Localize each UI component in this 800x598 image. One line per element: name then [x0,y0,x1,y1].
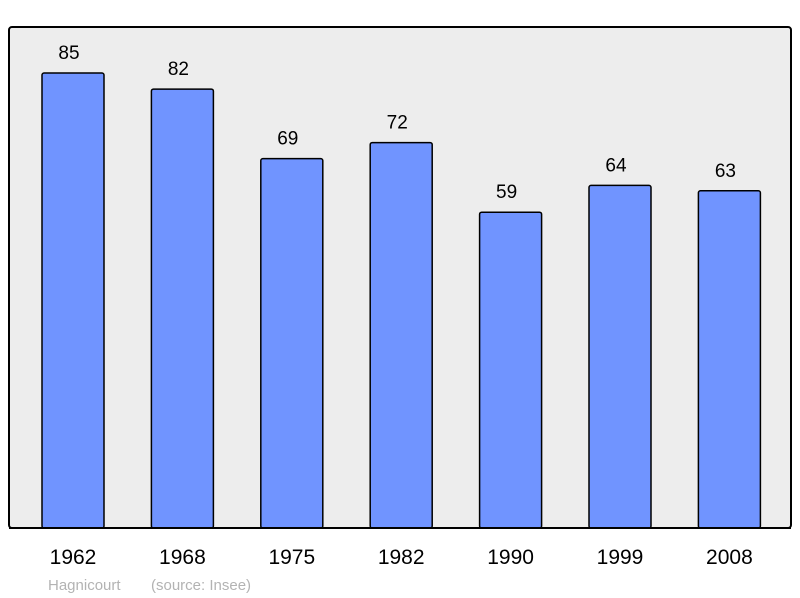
data-label-1999: 64 [605,155,627,176]
bar-1975 [260,157,324,529]
bar-2008 [697,190,762,529]
bar-1962 [41,72,105,529]
data-label-1990: 59 [496,182,517,203]
bar-1982 [369,141,433,529]
x-tick-1975: 1975 [268,546,315,569]
x-tick-2008: 2008 [706,546,753,569]
data-label-1982: 72 [387,113,408,134]
footer-source: (source: Insee) [151,577,251,594]
bar-1990 [478,211,543,529]
data-label-1962: 85 [58,43,79,64]
data-label-2008: 63 [715,161,736,182]
x-tick-1962: 1962 [50,546,97,569]
x-tick-1982: 1982 [378,546,425,569]
data-label-1975: 69 [277,129,298,150]
x-tick-1990: 1990 [487,546,534,569]
bar-1999 [588,184,652,529]
x-tick-1999: 1999 [597,546,644,569]
x-tick-1968: 1968 [159,546,206,569]
data-label-1968: 82 [168,59,189,80]
bar-1968 [150,88,215,529]
footer-place: Hagnicourt [48,577,121,594]
